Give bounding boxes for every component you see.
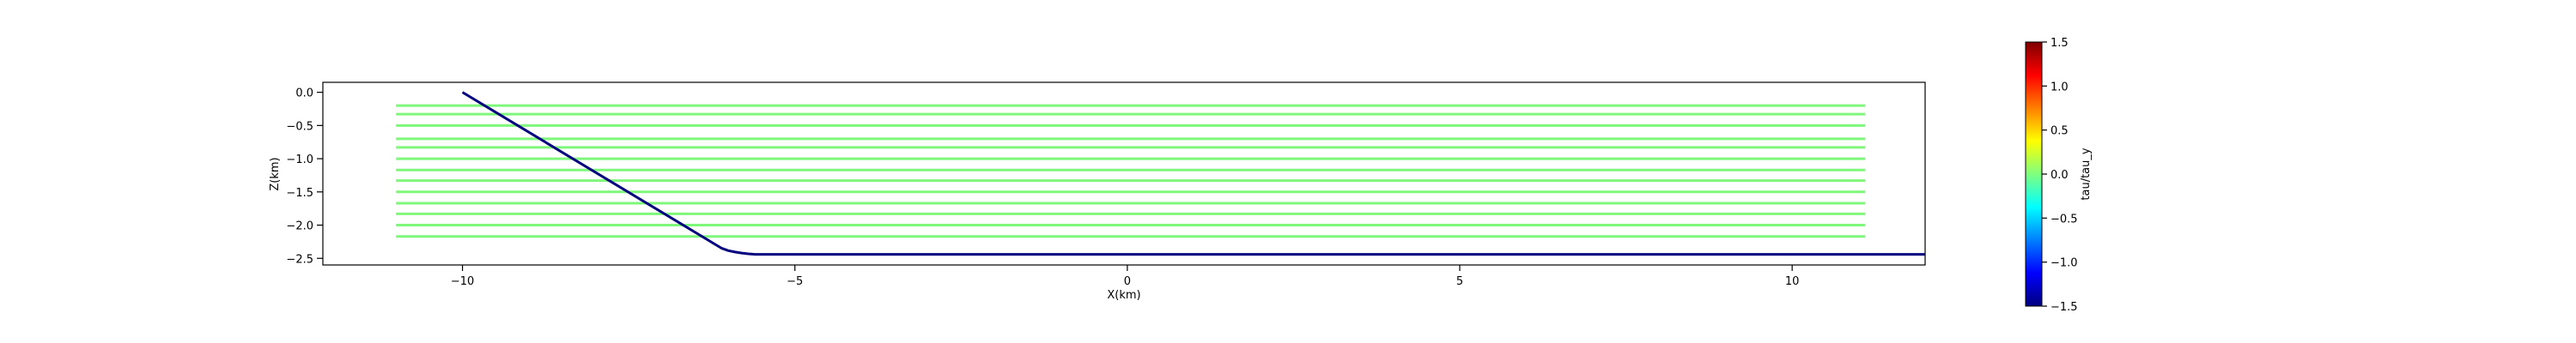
x-tick-label: −10 [451,275,474,288]
colorbar-tick-label: 1.0 [2050,81,2069,93]
x-axis-ticks: −10 −5 0 5 10 [451,265,1800,288]
colorbar-tick-label: −0.5 [2050,213,2078,226]
main-axes: −10 −5 0 5 10 0.0−0.5−1.0−1.5−2.0−2.5 X(km) … [269,81,1926,302]
colorbar-label: tau/tau_y [2080,147,2093,200]
colorbar: 1.5 1.0 0.5 0.0 −0.5 −1.0 −1.5 tau/tau_y [2025,37,2093,314]
colorbar-ticks: 1.5 1.0 0.5 0.0 −0.5 −1.0 −1.5 [2042,37,2078,314]
series-line-0 [461,91,1925,256]
colorbar-tick-label: 0.5 [2050,125,2069,138]
colorbar-tick-label: 0.0 [2050,169,2069,182]
y-tick-label: −0.5 [286,120,313,133]
colorbar-tick-label: −1.0 [2050,257,2078,270]
colorbar-tick-label: 1.5 [2050,37,2069,50]
y-axis-label: Z(km) [269,157,282,190]
colorbar-gradient [2025,41,2043,307]
segments-layer [396,104,1866,238]
x-axis-label: X(km) [1107,289,1140,302]
plot-frame [322,81,1926,266]
colorbar-tick-label: −1.5 [2050,301,2078,314]
y-tick-label: −2.0 [286,220,313,233]
y-axis-ticks: 0.0 −0.5 −1.0 −1.5 −2.0 −2.5 [286,87,323,266]
y-tick-label: −1.0 [286,153,313,166]
y-tick-label: 0.0 [295,87,313,100]
y-tick-label: −2.5 [286,253,313,266]
x-tick-label: −5 [787,275,803,288]
curve-layer [461,91,1925,256]
x-tick-label: 10 [1785,275,1800,288]
y-tick-label: −1.5 [286,187,313,200]
x-tick-label: 5 [1456,275,1463,288]
x-tick-label: 0 [1124,275,1131,288]
